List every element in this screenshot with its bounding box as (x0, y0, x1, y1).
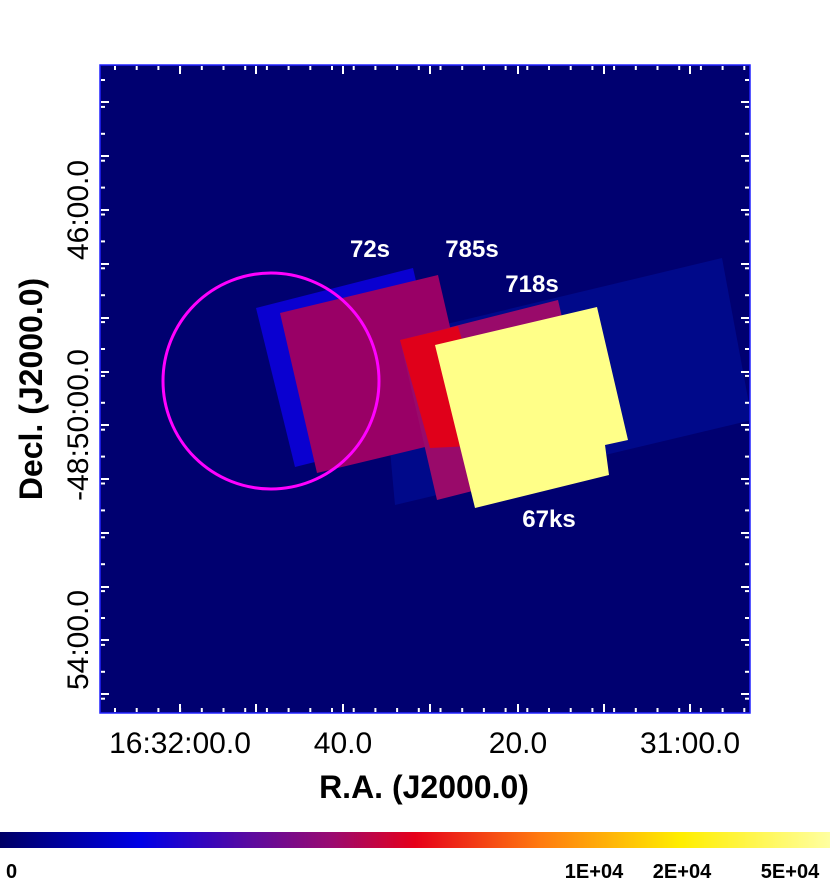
annotation: 785s (445, 236, 498, 263)
plot-frame (99, 64, 751, 714)
y-axis-label: Decl. (J2000.0) (13, 278, 49, 500)
colorbar-label: 5E+04 (761, 861, 820, 881)
field-67ks (435, 307, 628, 508)
exposure-map (161, 258, 750, 508)
x-tick-label: 40.0 (314, 727, 372, 760)
annotation: 718s (505, 271, 558, 298)
y-tick-label: -48:50:00.0 (62, 349, 95, 501)
colorbar (0, 832, 830, 848)
annotation: 72s (350, 236, 390, 263)
tick-marks (101, 66, 749, 712)
region-circle (161, 271, 381, 491)
x-axis-label: R.A. (J2000.0) (319, 769, 529, 805)
x-tick-label: 31:00.0 (640, 727, 740, 760)
colorbar-label: 1E+04 (565, 861, 624, 881)
colorbar-label: 2E+04 (653, 861, 712, 881)
y-tick-label: 54:00.0 (62, 590, 95, 690)
colorbar-label: 0 (6, 861, 17, 881)
x-tick-label: 16:32:00.0 (109, 727, 251, 760)
annotation: 67ks (522, 506, 575, 533)
x-tick-label: 20.0 (489, 727, 547, 760)
y-tick-label: 46:00.0 (62, 160, 95, 260)
